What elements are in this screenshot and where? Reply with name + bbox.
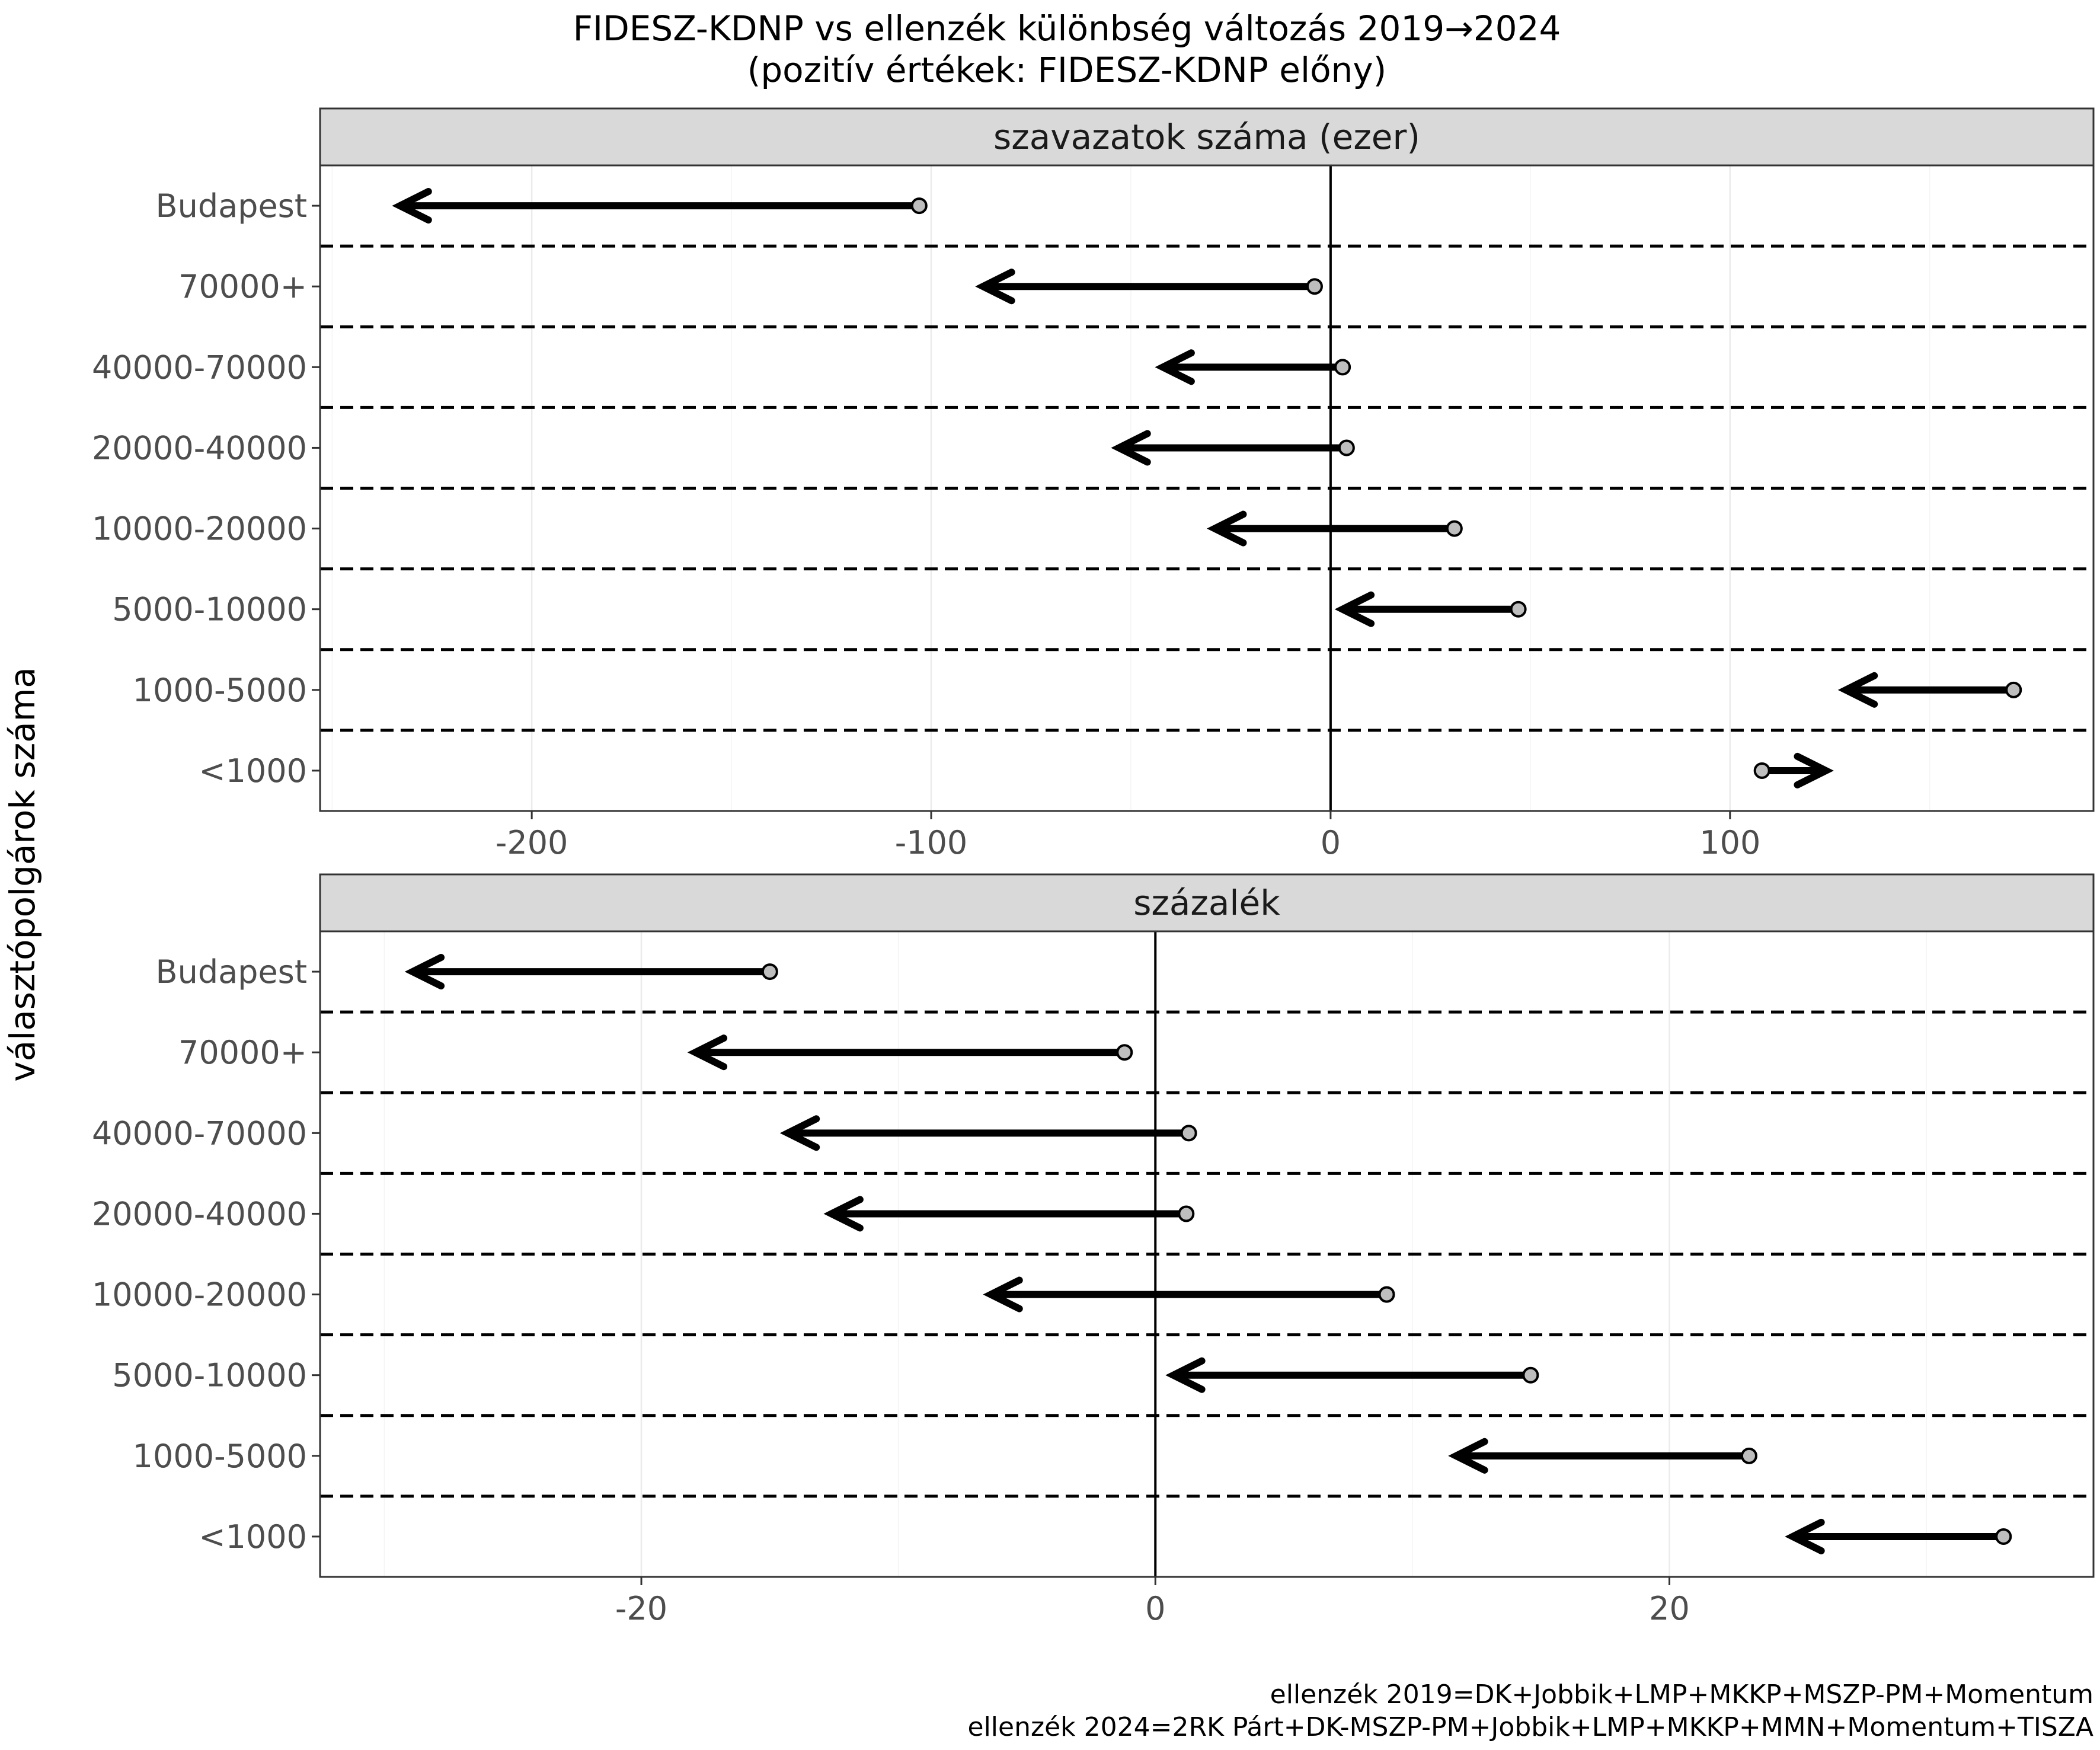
y-tick-label: 5000-10000	[112, 1357, 307, 1394]
y-axis-label: választópolgárok száma	[2, 667, 43, 1082]
y-tick-label: 40000-70000	[92, 1114, 307, 1152]
arrow-head	[1155, 349, 1195, 385]
point-2019	[1740, 1447, 1757, 1464]
arrow-head	[1785, 1518, 1825, 1554]
facet-strip-label: szavazatok száma (ezer)	[993, 117, 1420, 157]
arrow-head	[779, 1115, 820, 1151]
arrow-head	[823, 1196, 864, 1232]
facet-strip	[319, 107, 2095, 167]
point-2019	[1378, 1286, 1395, 1303]
x-tick-label: 20	[1649, 1590, 1690, 1627]
y-tick-label: 40000-70000	[92, 349, 307, 386]
x-tick-label: -200	[496, 824, 568, 861]
y-tick-label: 10000-20000	[92, 510, 307, 548]
arrow-head	[1837, 672, 1878, 708]
arrow-head	[1448, 1438, 1488, 1474]
y-tick-label: 70000+	[178, 268, 307, 305]
point-2019	[1180, 1125, 1197, 1142]
y-tick-label: 1000-5000	[133, 672, 307, 709]
facet-strip	[319, 873, 2095, 933]
chart-subtitle: (pozitív értékek: FIDESZ-KDNP előny)	[747, 50, 1387, 90]
point-2019	[910, 197, 928, 215]
caption-line-2: ellenzék 2024=2RK Párt+DK-MSZP-PM+Jobbik…	[968, 1712, 2094, 1742]
x-tick-label: 0	[1321, 824, 1341, 861]
arrow-head	[1207, 510, 1247, 547]
arrow-head	[975, 269, 1015, 305]
point-2019	[1995, 1528, 2012, 1545]
point-2019	[1178, 1205, 1195, 1222]
point-2019	[761, 963, 778, 981]
point-2019	[1446, 520, 1463, 537]
point-2019	[1116, 1044, 1133, 1061]
y-tick-label: Budapest	[156, 187, 307, 225]
arrow-head	[1334, 591, 1375, 627]
arrow-head	[392, 188, 432, 224]
facet-panels: szavazatok száma (ezer) Budapest 70000+ 400…	[92, 107, 2095, 1627]
arrow-head	[1111, 430, 1151, 466]
point-2019	[1522, 1366, 1539, 1384]
y-tick-label: Budapest	[156, 953, 307, 991]
x-tick-label: -100	[895, 824, 968, 861]
point-2019	[1510, 601, 1527, 618]
arrow-head	[983, 1276, 1023, 1312]
panel-border	[319, 930, 2095, 1578]
y-tick-label: 20000-40000	[92, 1195, 307, 1232]
point-2019	[1334, 359, 1351, 376]
point-2019	[1753, 762, 1770, 779]
y-tick-label: 20000-40000	[92, 429, 307, 467]
point-2019	[1306, 278, 1323, 295]
facet-strip-label: százalék	[1133, 883, 1280, 923]
panel-border	[319, 164, 2095, 812]
x-tick-label: 100	[1699, 824, 1760, 861]
y-tick-label: 10000-20000	[92, 1276, 307, 1314]
y-tick-label: <1000	[199, 752, 307, 790]
arrow-head	[687, 1034, 728, 1071]
x-tick-label: 0	[1145, 1590, 1165, 1627]
arrow-head	[1794, 752, 1834, 788]
point-2019	[1338, 439, 1355, 456]
facet-panel-2: százalék Budapest 70000+ 40000-70000 20000-4…	[92, 873, 2095, 1627]
y-tick-label: 70000+	[178, 1034, 307, 1071]
y-tick-label: 5000-10000	[112, 591, 307, 628]
arrow-head	[404, 954, 445, 990]
chart-title: FIDESZ-KDNP vs ellenzék különbség változ…	[573, 8, 1561, 49]
y-tick-label: <1000	[199, 1518, 307, 1556]
arrow-head	[1165, 1357, 1206, 1393]
x-tick-label: -20	[615, 1590, 667, 1627]
y-tick-label: 1000-5000	[133, 1438, 307, 1475]
caption-line-1: ellenzék 2019=DK+Jobbik+LMP+MKKP+MSZP-PM…	[1270, 1679, 2093, 1710]
facet-panel-1: szavazatok száma (ezer) Budapest 70000+ 400…	[92, 107, 2095, 861]
point-2019	[2005, 681, 2022, 698]
